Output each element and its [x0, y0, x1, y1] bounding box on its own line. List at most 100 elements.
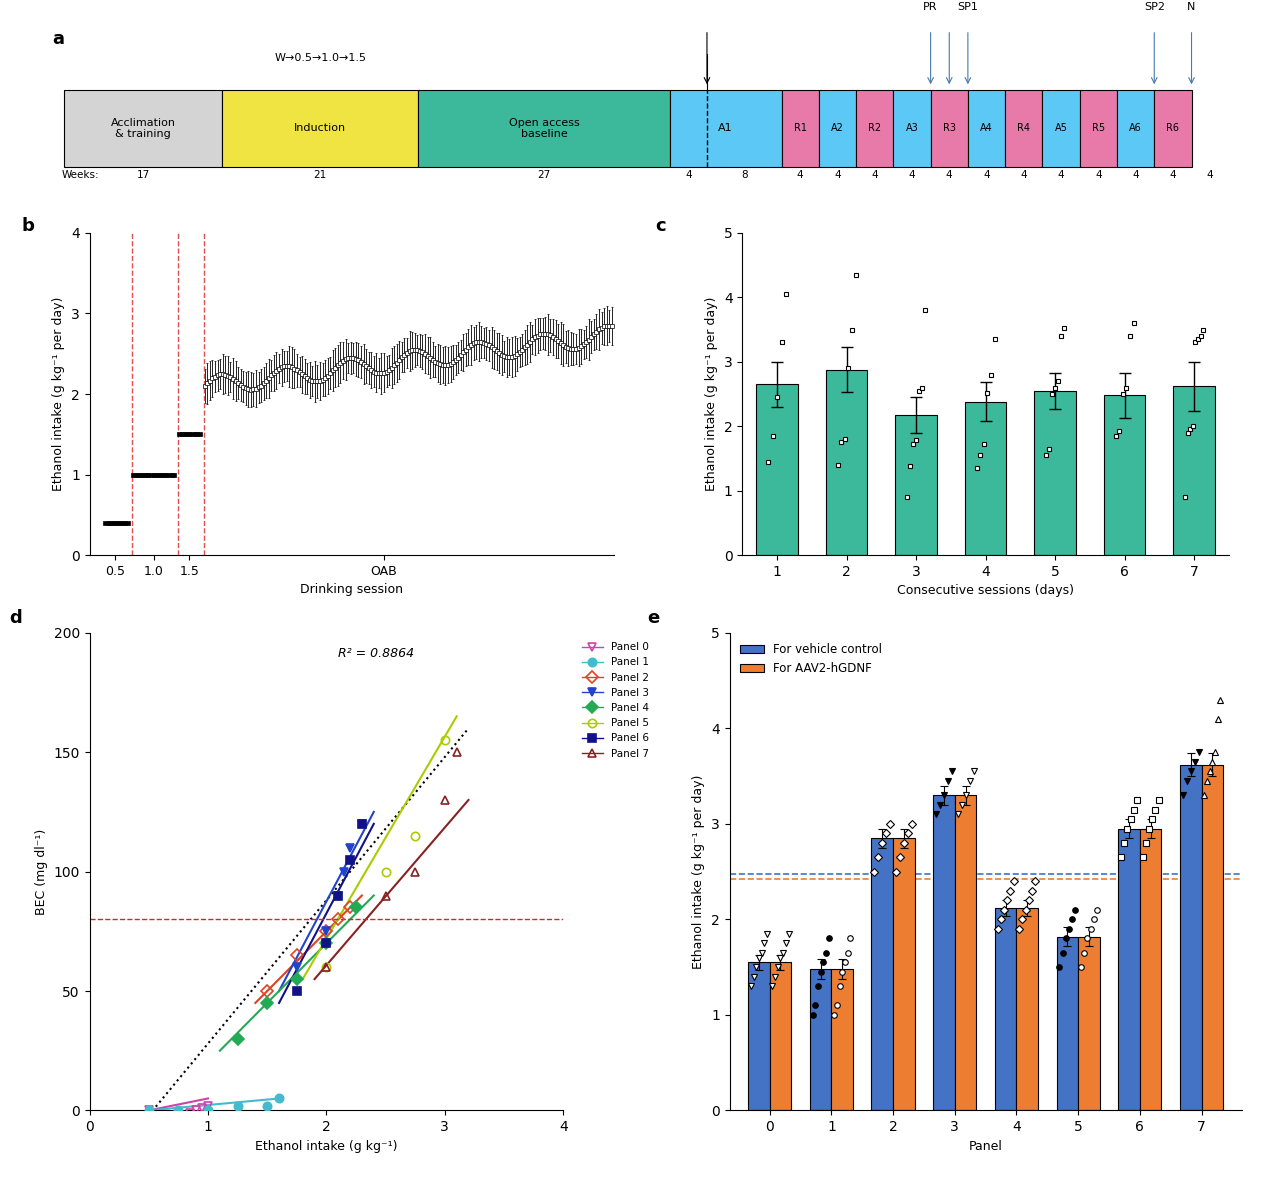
- Text: R5: R5: [1092, 123, 1105, 134]
- Bar: [1174, 387, 1215, 555]
- Panel 3: [337, 864, 352, 879]
- Bar: [1117, 90, 1155, 167]
- Panel 4: [260, 996, 275, 1010]
- Panel 6: [319, 936, 334, 950]
- Bar: [893, 838, 915, 1110]
- X-axis label: Consecutive sessions (days): Consecutive sessions (days): [897, 585, 1074, 597]
- Y-axis label: Ethanol intake (g kg⁻¹ per day): Ethanol intake (g kg⁻¹ per day): [52, 297, 65, 491]
- Bar: [1034, 390, 1076, 555]
- Panel 3: [343, 841, 358, 855]
- Text: 4: 4: [983, 170, 989, 179]
- Bar: [1202, 764, 1224, 1110]
- Panel 6: [330, 888, 346, 903]
- Bar: [1080, 90, 1117, 167]
- Text: Weeks:: Weeks:: [61, 170, 100, 179]
- Bar: [968, 90, 1005, 167]
- Text: N: N: [1188, 2, 1196, 12]
- Text: e: e: [648, 609, 660, 627]
- Panel 4: [289, 972, 305, 986]
- Bar: [1119, 829, 1139, 1110]
- Panel 5: [319, 960, 334, 974]
- Panel 0: [141, 1103, 156, 1118]
- Text: 27: 27: [538, 170, 550, 179]
- Panel 7: [407, 864, 422, 879]
- Bar: [933, 795, 955, 1110]
- Bar: [832, 970, 852, 1110]
- Bar: [965, 401, 1006, 555]
- Y-axis label: BEC (mg dl⁻¹): BEC (mg dl⁻¹): [35, 829, 47, 915]
- Bar: [748, 962, 769, 1110]
- Bar: [1180, 764, 1202, 1110]
- Bar: [669, 90, 782, 167]
- Legend: For vehicle control, For AAV2-hGDNF: For vehicle control, For AAV2-hGDNF: [736, 639, 887, 681]
- Bar: [893, 90, 931, 167]
- Text: 4: 4: [1207, 170, 1213, 179]
- Bar: [872, 838, 893, 1110]
- Panel 4: [348, 900, 364, 915]
- Text: 4: 4: [685, 170, 691, 179]
- Text: Acclimation
& training: Acclimation & training: [110, 117, 175, 140]
- Panel 0: [170, 1108, 186, 1122]
- Text: 4: 4: [1020, 170, 1027, 179]
- Panel 7: [438, 793, 453, 807]
- Panel 2: [260, 984, 275, 998]
- Panel 5: [378, 864, 393, 879]
- Line: Panel 2: Panel 2: [262, 904, 355, 995]
- Text: 4: 4: [1170, 170, 1176, 179]
- Text: c: c: [655, 216, 666, 235]
- Panel 2: [343, 900, 358, 915]
- Bar: [782, 90, 819, 167]
- X-axis label: Drinking session: Drinking session: [301, 584, 403, 597]
- Text: R6: R6: [1166, 123, 1179, 134]
- Text: 4: 4: [835, 170, 841, 179]
- Panel 0: [183, 1106, 198, 1120]
- Text: 17: 17: [137, 170, 150, 179]
- Bar: [810, 970, 832, 1110]
- Text: R² = 0.8864: R² = 0.8864: [338, 647, 415, 660]
- Bar: [223, 90, 419, 167]
- Bar: [1103, 395, 1146, 555]
- Panel 6: [289, 984, 305, 998]
- Text: Open access
baseline: Open access baseline: [508, 117, 580, 140]
- Text: SP2: SP2: [1144, 2, 1165, 12]
- Panel 0: [195, 1101, 210, 1115]
- Text: 4: 4: [797, 170, 804, 179]
- Line: Panel 0: Panel 0: [145, 1102, 212, 1119]
- X-axis label: Ethanol intake (g kg⁻¹): Ethanol intake (g kg⁻¹): [255, 1140, 398, 1152]
- Text: 21: 21: [314, 170, 326, 179]
- Panel 2: [330, 912, 346, 927]
- Text: PR: PR: [923, 2, 938, 12]
- Panel 6: [355, 817, 370, 831]
- Bar: [826, 369, 868, 555]
- Text: A5: A5: [1055, 123, 1068, 134]
- Panel 0: [188, 1103, 204, 1118]
- Panel 0: [200, 1098, 215, 1113]
- Panel 3: [330, 888, 346, 903]
- Line: Panel 5: Panel 5: [323, 737, 449, 971]
- Line: Panel 7: Panel 7: [323, 749, 461, 971]
- Bar: [1155, 90, 1192, 167]
- Bar: [819, 90, 856, 167]
- Panel 2: [289, 948, 305, 962]
- Panel 3: [319, 924, 334, 938]
- Text: 4: 4: [872, 170, 878, 179]
- Bar: [1016, 907, 1038, 1110]
- Text: d: d: [9, 609, 22, 627]
- Text: R1: R1: [794, 123, 806, 134]
- Text: A6: A6: [1129, 123, 1142, 134]
- Text: A2: A2: [831, 123, 844, 134]
- Bar: [1056, 936, 1078, 1110]
- Text: SP1: SP1: [957, 2, 978, 12]
- Text: A4: A4: [980, 123, 993, 134]
- Y-axis label: Ethanol intake (g kg⁻¹ per day): Ethanol intake (g kg⁻¹ per day): [705, 297, 718, 491]
- Panel 5: [407, 829, 422, 843]
- Bar: [419, 90, 669, 167]
- Bar: [1078, 936, 1100, 1110]
- Panel 1: [260, 1098, 275, 1113]
- Panel 6: [343, 853, 358, 867]
- Panel 2: [319, 924, 334, 938]
- Bar: [931, 90, 968, 167]
- Text: R3: R3: [943, 123, 956, 134]
- Bar: [856, 90, 893, 167]
- Line: Panel 1: Panel 1: [145, 1095, 283, 1114]
